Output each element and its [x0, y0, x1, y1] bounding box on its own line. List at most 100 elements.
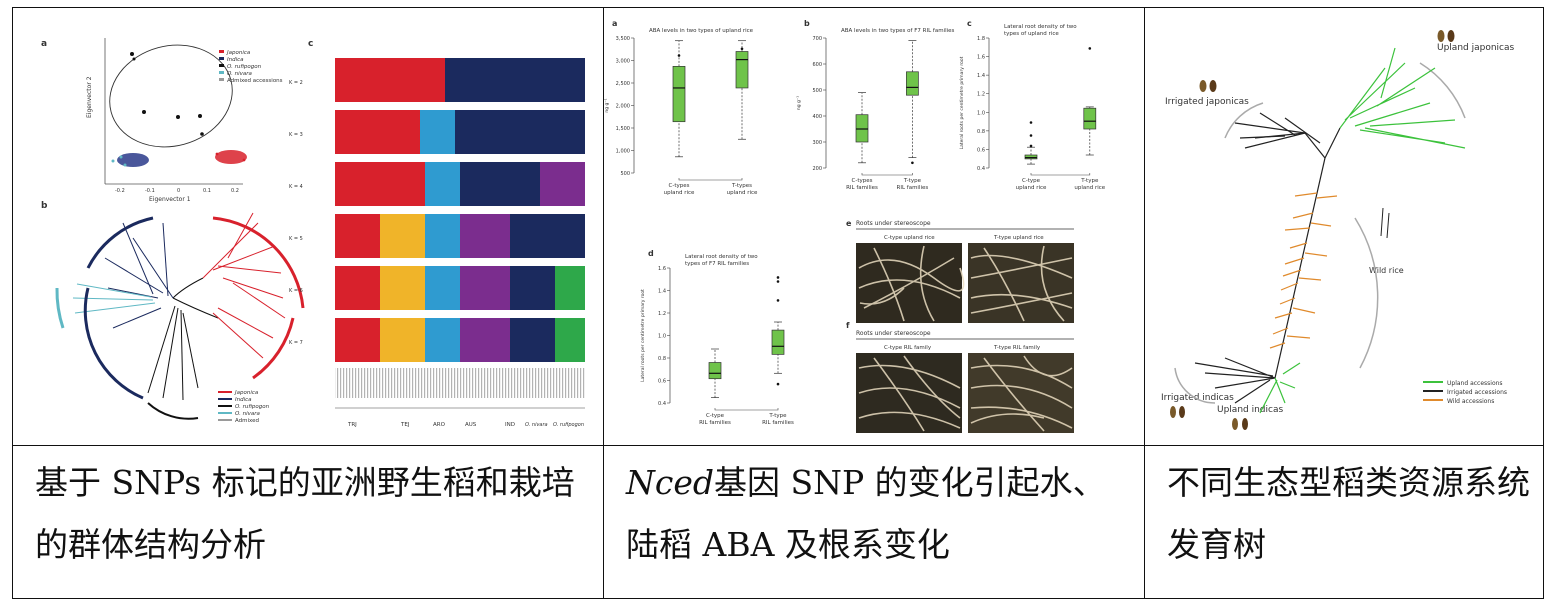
outlier — [776, 280, 780, 283]
pca-legend-rufipogon: O. rufipogon — [227, 64, 262, 70]
arc-japonica — [212, 216, 305, 309]
phylogenetic-tree-b — [72, 212, 286, 401]
category-bracket — [861, 173, 913, 176]
structure-bar — [555, 266, 585, 310]
category-label: RIL families — [846, 185, 878, 191]
y-tick-label: 200 — [812, 166, 822, 172]
caption-cell-1: 基于 SNPs 标记的亚洲野生稻和栽培的群体结构分析 — [12, 445, 604, 599]
outlier — [677, 54, 681, 57]
outlier — [1029, 144, 1033, 148]
y-tick-label: 0.6 — [658, 379, 666, 385]
group-label-rufipogon: O. rufipogon — [553, 422, 584, 428]
caption-cell-3: 不同生态型稻类资源系统发育树 — [1144, 445, 1544, 599]
k-label: K = 5 — [289, 236, 303, 242]
outlier — [776, 382, 780, 386]
y-tick-label: 1.0 — [977, 110, 985, 116]
structure-bar — [455, 110, 585, 154]
structure-bar — [510, 318, 555, 362]
structure-bar — [555, 318, 585, 362]
pca-xtick: -0.1 — [145, 188, 155, 194]
pca-xtick: 0.2 — [231, 188, 239, 194]
structure-bar — [460, 162, 540, 206]
y-axis-label: ng g⁻¹ — [797, 96, 802, 110]
k-label: K = 2 — [289, 80, 303, 86]
outlier — [776, 299, 780, 302]
panel-f-title: Roots under stereoscope — [856, 330, 931, 337]
outlier — [1029, 121, 1033, 124]
pca-xlabel: Eigenvector 1 — [149, 196, 191, 203]
pca-legend-nivara: O. nivara — [227, 71, 253, 77]
y-tick-label: 0.6 — [977, 147, 985, 153]
label-upland-japonicas: Upland japonicas — [1437, 43, 1514, 53]
y-tick-label: 0.4 — [977, 166, 985, 172]
plot-title: Lateral root density of two — [1004, 24, 1077, 30]
tree-legend-rufipogon: O. rufipogon — [235, 404, 270, 410]
box — [906, 71, 919, 96]
tree-legend-admixed: Admixed — [235, 418, 259, 424]
pca-legend-admixed: Admixed accessions — [227, 78, 283, 84]
y-tick-label: 1.2 — [658, 311, 666, 317]
root-photo-f-left — [856, 353, 962, 433]
structure-bar — [380, 266, 425, 310]
box — [1083, 107, 1097, 130]
y-tick-label: 500 — [620, 171, 630, 177]
caption-3: 不同生态型稻类资源系统发育树 — [1167, 463, 1530, 564]
arc-nivara — [55, 287, 65, 329]
group-label-ind: IND — [505, 422, 515, 428]
structure-bar — [425, 318, 460, 362]
clade-arc — [1174, 367, 1216, 404]
plot-title: types of upland rice — [1004, 31, 1059, 37]
seed-icon — [1232, 418, 1238, 430]
y-tick-label: 1.4 — [977, 73, 985, 79]
y-tick-label: 300 — [812, 140, 822, 146]
box — [855, 114, 869, 143]
plot-title: types of F7 RIL families — [685, 261, 749, 267]
arc-rufipogon — [147, 402, 199, 420]
box — [708, 362, 722, 380]
caption-1: 基于 SNPs 标记的亚洲野生稻和栽培的群体结构分析 — [35, 463, 575, 564]
legend-upland: Upland accessions — [1447, 380, 1503, 387]
legend-wild: Wild accessions — [1447, 398, 1494, 405]
phylogeny-figure: Upland japonicas Irrigated japonicas Wil… — [1161, 30, 1514, 430]
legend-swatch — [219, 78, 224, 81]
y-tick-label: 2,500 — [616, 81, 630, 87]
outlier — [776, 276, 780, 279]
clade-arc — [1224, 102, 1264, 139]
plot-title: ABA levels in two types of upland rice — [649, 28, 754, 34]
panel-label-c: c — [967, 19, 972, 28]
k-label: K = 7 — [289, 340, 303, 346]
label-irrigated-indicas: Irrigated indicas — [1161, 393, 1234, 403]
category-bracket — [678, 178, 743, 181]
y-tick-label: 2,000 — [616, 104, 630, 110]
root-strands — [858, 245, 1073, 432]
figure-table: a Eigenvector 2 Eigenvector 1 -0.2 -0.1 … — [12, 7, 1544, 599]
box — [1024, 154, 1038, 160]
panel-label-c: c — [308, 39, 313, 49]
y-tick-label: 1.2 — [977, 92, 985, 98]
y-tick-label: 1,500 — [616, 126, 630, 132]
legend-irrigated: Irrigated accessions — [1447, 389, 1507, 396]
y-axis-label: ng g⁻¹ — [605, 98, 610, 112]
y-tick-label: 0.4 — [658, 401, 666, 407]
group-label-aus: AUS — [465, 422, 477, 428]
structure-bar — [510, 214, 585, 258]
panel-f-left: C-type RIL family — [884, 345, 932, 351]
y-tick-label: 1.6 — [977, 55, 985, 61]
y-axis-label: Lateral roots per centimetre primary roo… — [640, 289, 646, 382]
outlier — [740, 47, 744, 51]
category-label: T-type — [903, 178, 922, 184]
panel-label-f: f — [846, 321, 850, 330]
outlier — [1088, 47, 1092, 50]
category-label: C-type — [706, 413, 725, 419]
panel-e-title: Roots under stereoscope — [856, 220, 931, 227]
structure-bar — [380, 162, 425, 206]
panel-f-right: T-type RIL family — [993, 345, 1041, 351]
caption-2-gene: Nced — [626, 463, 715, 502]
category-label: RIL families — [699, 420, 731, 426]
panel-label-b: b — [804, 19, 810, 28]
caption-cell-2: Nced基因 SNP 的变化引起水、陆稻 ABA 及根系变化 — [603, 445, 1145, 599]
label-upland-indicas: Upland indicas — [1217, 405, 1283, 415]
category-label: RIL families — [897, 185, 929, 191]
nced-figure: a ABA levels in two types of upland rice 3… — [605, 19, 1106, 433]
